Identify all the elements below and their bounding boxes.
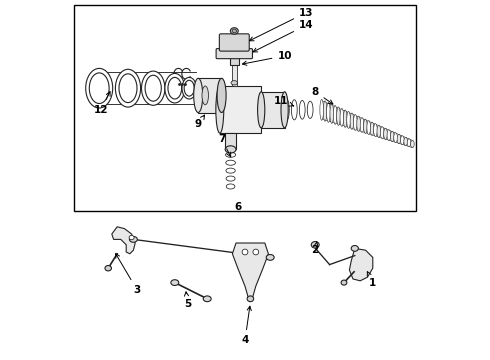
Ellipse shape bbox=[327, 102, 330, 122]
Ellipse shape bbox=[374, 123, 377, 136]
Ellipse shape bbox=[119, 74, 137, 103]
Bar bbox=[230, 57, 239, 65]
FancyBboxPatch shape bbox=[220, 34, 249, 51]
Ellipse shape bbox=[311, 242, 319, 248]
Ellipse shape bbox=[184, 80, 194, 96]
Ellipse shape bbox=[377, 125, 381, 138]
Ellipse shape bbox=[353, 114, 357, 130]
Text: 9: 9 bbox=[195, 115, 205, 129]
Text: 4: 4 bbox=[241, 306, 251, 345]
Text: 3: 3 bbox=[116, 253, 141, 295]
Ellipse shape bbox=[407, 139, 411, 147]
Ellipse shape bbox=[384, 128, 387, 140]
Ellipse shape bbox=[86, 68, 113, 108]
Ellipse shape bbox=[247, 296, 254, 302]
Ellipse shape bbox=[226, 176, 235, 181]
Ellipse shape bbox=[142, 71, 165, 105]
Ellipse shape bbox=[129, 235, 134, 240]
Ellipse shape bbox=[116, 69, 141, 107]
Text: 8: 8 bbox=[312, 87, 333, 104]
Ellipse shape bbox=[343, 110, 347, 127]
Ellipse shape bbox=[360, 118, 364, 132]
Ellipse shape bbox=[217, 78, 226, 112]
Ellipse shape bbox=[307, 101, 313, 118]
Ellipse shape bbox=[400, 136, 404, 145]
Text: 5: 5 bbox=[184, 292, 191, 309]
Ellipse shape bbox=[391, 131, 394, 141]
Bar bbox=[232, 65, 237, 86]
Ellipse shape bbox=[341, 280, 347, 285]
FancyBboxPatch shape bbox=[216, 49, 252, 59]
Ellipse shape bbox=[225, 152, 236, 157]
Text: 7: 7 bbox=[218, 134, 231, 157]
Ellipse shape bbox=[231, 81, 238, 85]
Ellipse shape bbox=[387, 130, 391, 140]
Ellipse shape bbox=[230, 28, 238, 34]
Ellipse shape bbox=[171, 280, 179, 285]
Ellipse shape bbox=[330, 104, 334, 123]
Ellipse shape bbox=[226, 168, 235, 173]
Ellipse shape bbox=[129, 237, 137, 242]
Ellipse shape bbox=[397, 134, 401, 144]
Polygon shape bbox=[112, 227, 135, 254]
Ellipse shape bbox=[168, 77, 182, 99]
Ellipse shape bbox=[347, 112, 350, 129]
Ellipse shape bbox=[226, 184, 235, 189]
Bar bbox=[225, 133, 236, 149]
Ellipse shape bbox=[370, 122, 374, 135]
Text: 12: 12 bbox=[94, 92, 110, 115]
Text: 14: 14 bbox=[253, 20, 314, 52]
Ellipse shape bbox=[232, 29, 237, 33]
Ellipse shape bbox=[145, 75, 161, 101]
Ellipse shape bbox=[216, 86, 224, 133]
Ellipse shape bbox=[299, 100, 305, 119]
Ellipse shape bbox=[253, 249, 259, 255]
Ellipse shape bbox=[350, 113, 354, 129]
Ellipse shape bbox=[225, 146, 236, 153]
Ellipse shape bbox=[333, 105, 337, 124]
Ellipse shape bbox=[380, 127, 384, 139]
Ellipse shape bbox=[351, 246, 358, 251]
Ellipse shape bbox=[203, 296, 211, 302]
Ellipse shape bbox=[404, 137, 408, 146]
Ellipse shape bbox=[292, 100, 297, 120]
Ellipse shape bbox=[367, 121, 370, 134]
Ellipse shape bbox=[364, 119, 367, 134]
Ellipse shape bbox=[182, 77, 196, 99]
Ellipse shape bbox=[281, 92, 288, 128]
Ellipse shape bbox=[323, 101, 327, 121]
Ellipse shape bbox=[320, 99, 323, 120]
Ellipse shape bbox=[411, 140, 414, 148]
Text: 10: 10 bbox=[243, 51, 292, 65]
Ellipse shape bbox=[194, 78, 203, 112]
Ellipse shape bbox=[258, 92, 265, 128]
Ellipse shape bbox=[89, 73, 109, 104]
Ellipse shape bbox=[165, 73, 185, 103]
Ellipse shape bbox=[340, 108, 343, 126]
Bar bbox=[74, 5, 416, 211]
Ellipse shape bbox=[105, 266, 111, 271]
Ellipse shape bbox=[242, 249, 248, 255]
Ellipse shape bbox=[226, 160, 236, 165]
Bar bbox=[261, 92, 285, 128]
Text: 6: 6 bbox=[234, 202, 242, 212]
Text: 13: 13 bbox=[249, 8, 314, 41]
Ellipse shape bbox=[202, 86, 208, 105]
Bar bbox=[198, 78, 221, 112]
Ellipse shape bbox=[394, 133, 397, 143]
Polygon shape bbox=[349, 248, 373, 281]
Polygon shape bbox=[232, 243, 269, 299]
Ellipse shape bbox=[357, 116, 361, 131]
Text: 11: 11 bbox=[274, 96, 294, 106]
Text: 1: 1 bbox=[368, 272, 376, 288]
Text: 2: 2 bbox=[312, 242, 319, 255]
Ellipse shape bbox=[284, 99, 289, 121]
Ellipse shape bbox=[266, 255, 274, 260]
Ellipse shape bbox=[337, 107, 340, 125]
Bar bbox=[220, 86, 261, 133]
